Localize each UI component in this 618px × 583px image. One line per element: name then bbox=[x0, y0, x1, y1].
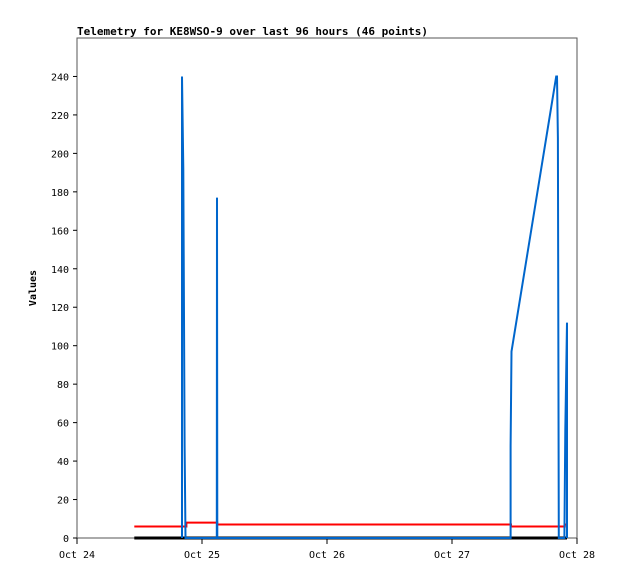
y-tick-label: 100 bbox=[51, 342, 69, 353]
y-tick-label: 220 bbox=[51, 111, 69, 122]
y-tick-label: 160 bbox=[51, 226, 69, 237]
y-tick-label: 80 bbox=[57, 380, 69, 391]
x-tick-label: Oct 26 bbox=[309, 550, 345, 561]
y-tick-label: 200 bbox=[51, 149, 69, 160]
y-tick-label: 40 bbox=[57, 457, 69, 468]
x-tick-label: Oct 28 bbox=[559, 550, 595, 561]
series-line-2 bbox=[181, 75, 568, 539]
series-line-1 bbox=[134, 521, 567, 528]
y-tick-label: 180 bbox=[51, 188, 69, 199]
y-tick-label: 60 bbox=[57, 419, 69, 430]
chart-title: Telemetry for KE8WSO-9 over last 96 hour… bbox=[77, 25, 428, 38]
x-tick-label: Oct 25 bbox=[184, 550, 220, 561]
y-tick-label: 0 bbox=[63, 534, 69, 545]
y-tick-label: 120 bbox=[51, 303, 69, 314]
y-tick-label: 240 bbox=[51, 72, 69, 83]
x-tick-label: Oct 24 bbox=[59, 550, 95, 561]
y-tick-label: 20 bbox=[57, 496, 69, 507]
y-axis-label: Values bbox=[28, 270, 39, 306]
y-tick-label: 140 bbox=[51, 265, 69, 276]
plot-frame bbox=[76, 37, 578, 539]
x-tick-label: Oct 27 bbox=[434, 550, 470, 561]
